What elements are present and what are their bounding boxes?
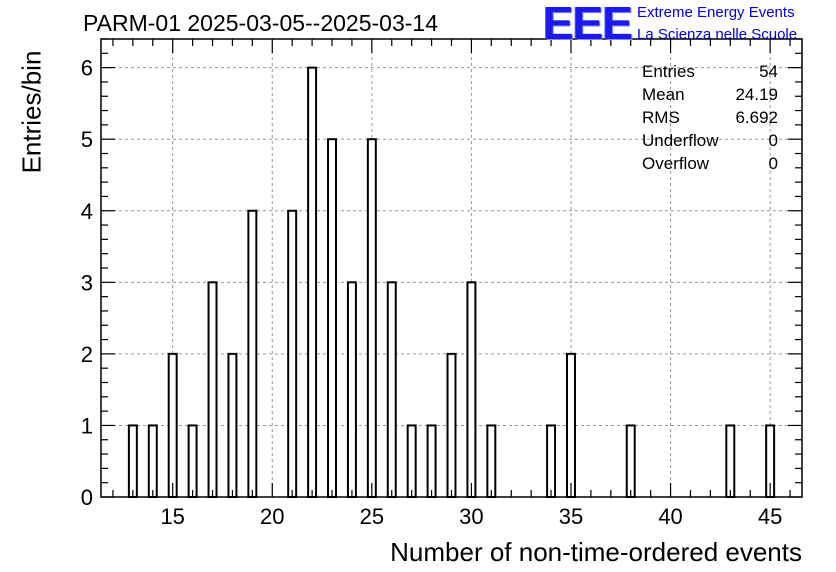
bar-x-23	[327, 138, 337, 498]
x-tick-label-15: 15	[160, 504, 184, 529]
bar-x-24	[346, 281, 357, 498]
y-tick-label-0: 0	[81, 485, 93, 510]
chart-title: PARM-01 2025-03-05--2025-03-14	[83, 10, 438, 36]
stats-box: Entries 54 Mean 24.19 RMS 6.692 Underflo…	[642, 60, 778, 175]
x-tick-label-30: 30	[459, 504, 483, 529]
y-tick-label-2: 2	[81, 342, 93, 367]
logo-line-extreme-energy-events: Extreme Energy Events	[637, 4, 795, 21]
bar-x-16	[187, 424, 198, 498]
bar-x-38	[625, 424, 636, 498]
stat-label: Mean	[642, 85, 685, 104]
logo-line-la-scienza: La Scienza nelle Scuole	[637, 26, 798, 43]
y-tick-label-6: 6	[81, 56, 93, 81]
bar-x-21	[287, 209, 298, 498]
bar-x-35	[566, 352, 576, 498]
bar-x-30	[466, 281, 477, 498]
stat-value: 0	[768, 131, 778, 150]
bar-x-31	[486, 424, 497, 498]
axes	[100, 38, 803, 498]
bar-x-26	[386, 281, 397, 498]
bar-x-29	[446, 352, 457, 498]
x-tick-label-35: 35	[559, 504, 583, 529]
bar-x-17	[207, 281, 218, 498]
bar-x-28	[426, 424, 437, 498]
x-tick-label-40: 40	[658, 504, 682, 529]
bar-x-14	[147, 424, 158, 498]
y-tick-label-3: 3	[81, 270, 93, 295]
stat-value: 6.692	[735, 108, 778, 127]
x-tick-label-25: 25	[360, 504, 384, 529]
bar-x-13	[127, 424, 138, 498]
bar-x-18	[227, 352, 238, 498]
stat-label: RMS	[642, 108, 680, 127]
stat-label: Underflow	[642, 131, 719, 150]
stat-value: 0	[768, 154, 778, 173]
bar-x-19	[247, 209, 258, 498]
bar-x-15	[167, 352, 178, 498]
bar-x-25	[366, 138, 377, 498]
x-tick-label-45: 45	[758, 504, 782, 529]
stat-row-rms: RMS 6.692	[642, 106, 778, 129]
x-tick-label-20: 20	[260, 504, 284, 529]
stat-row-underflow: Underflow 0	[642, 129, 778, 152]
histogram-bars	[127, 66, 776, 498]
bar-x-27	[406, 424, 417, 498]
stat-row-mean: Mean 24.19	[642, 83, 778, 106]
y-axis-label: Entries/bin	[16, 50, 47, 174]
bar-x-22	[307, 66, 318, 498]
eee-logo: EEE	[543, 0, 633, 49]
bar-x-34	[546, 424, 557, 498]
stat-row-entries: Entries 54	[642, 60, 778, 83]
stat-row-overflow: Overflow 0	[642, 152, 778, 175]
stat-label: Entries	[642, 62, 695, 81]
x-axis-label: Number of non-time-ordered events	[390, 537, 802, 567]
y-tick-label-5: 5	[81, 127, 93, 152]
stat-value: 54	[759, 62, 778, 81]
y-tick-label-1: 1	[81, 413, 93, 438]
y-tick-label-4: 4	[81, 199, 93, 224]
stat-value: 24.19	[735, 85, 778, 104]
bar-x-43	[725, 424, 736, 498]
stat-label: Overflow	[642, 154, 710, 173]
